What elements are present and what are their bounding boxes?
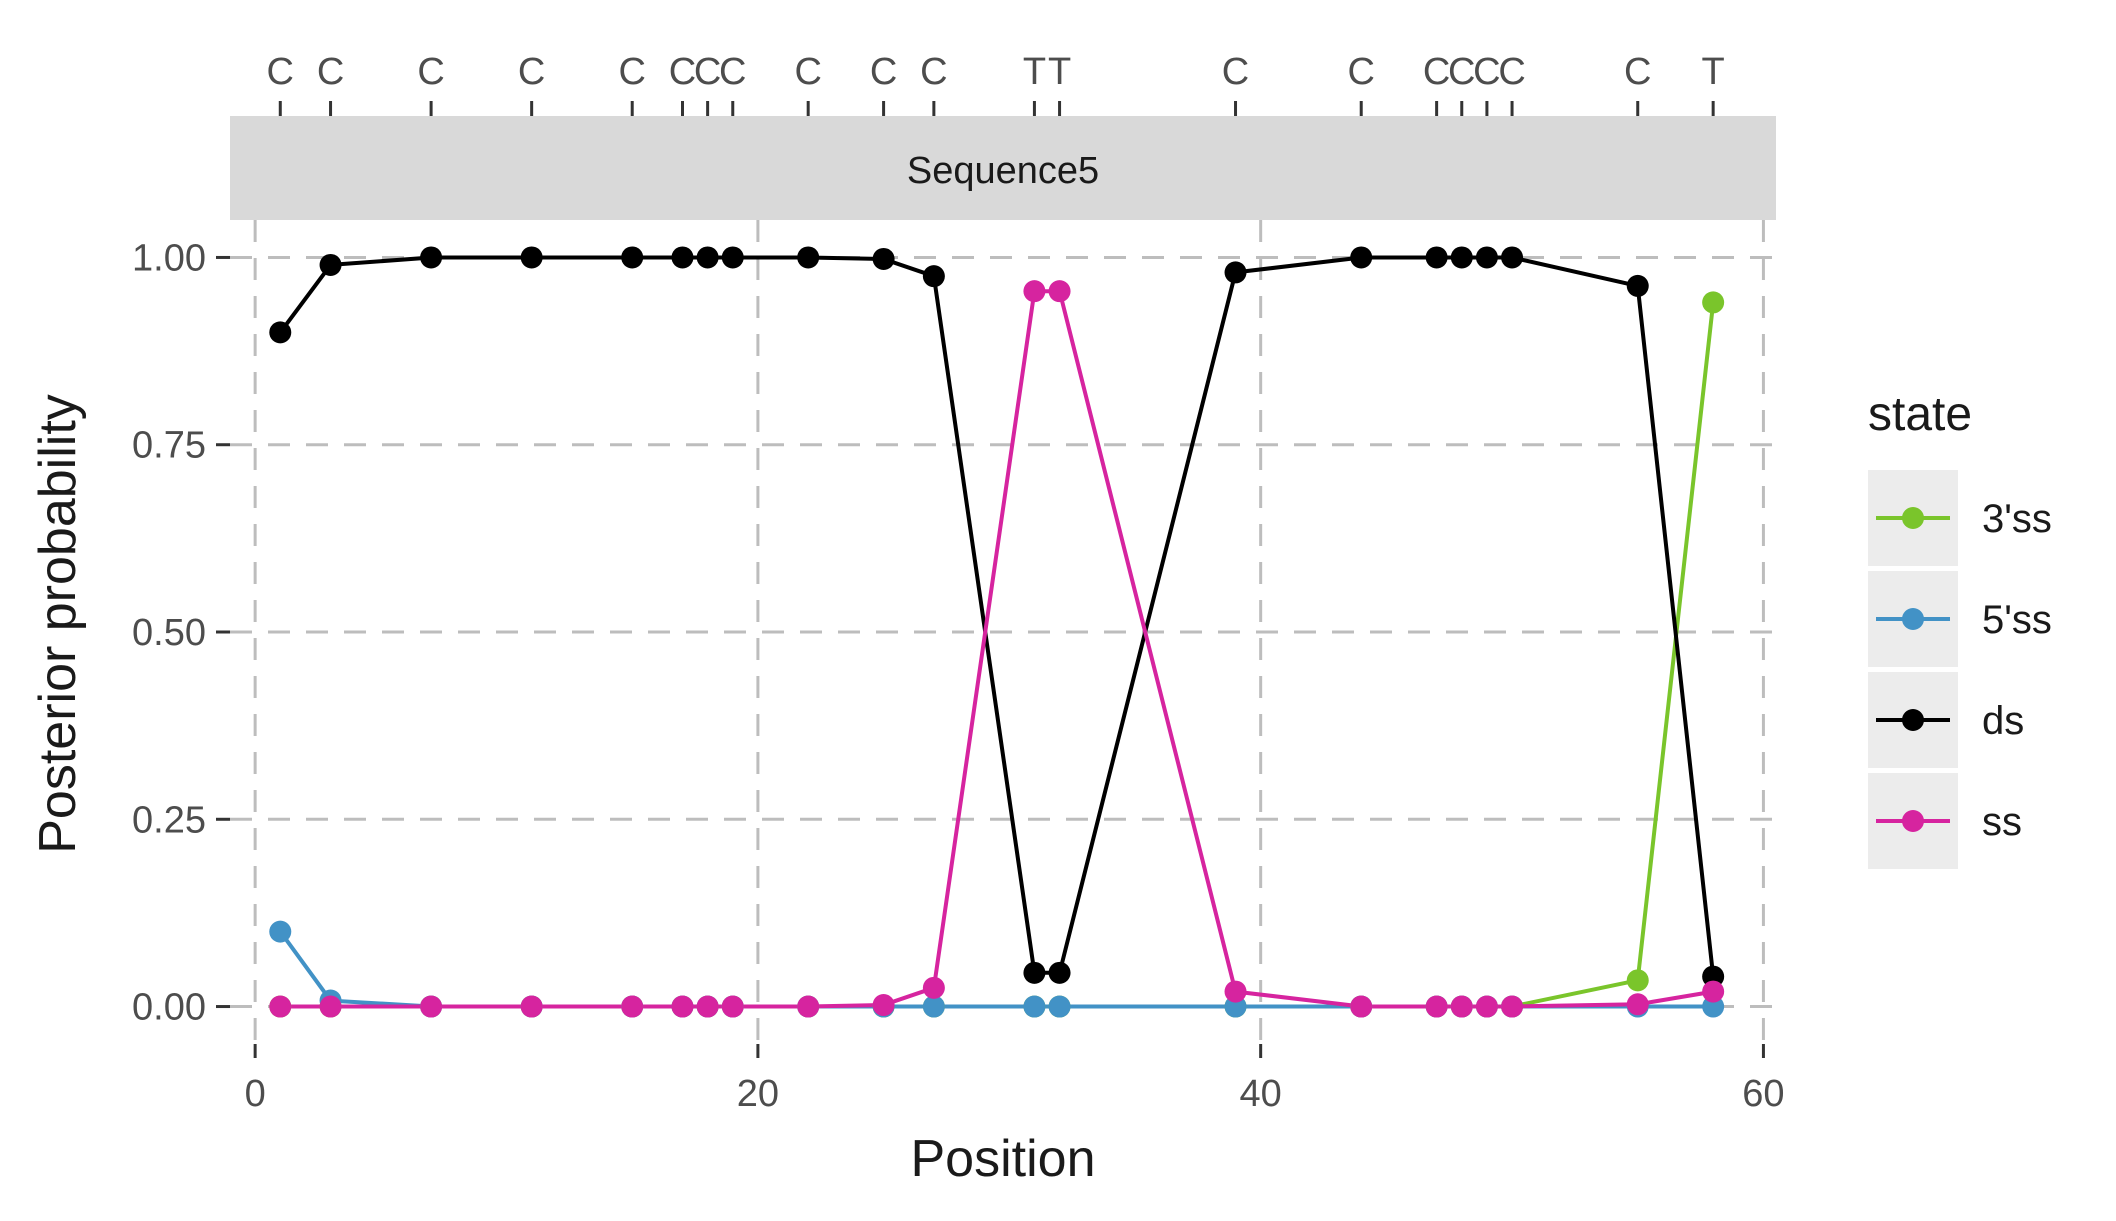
data-point (922, 976, 945, 999)
top-tick-label: C (669, 51, 696, 93)
y-tick-label: 0.00 (132, 987, 206, 1029)
top-tick-label: T (1048, 51, 1071, 93)
top-tick-label: C (417, 51, 444, 93)
top-tick-label: C (694, 51, 721, 93)
data-point (671, 246, 694, 269)
data-point (1023, 995, 1046, 1018)
data-point (696, 995, 719, 1018)
data-point (872, 247, 895, 270)
legend-key-point (1902, 507, 1924, 529)
top-tick-label: T (1702, 51, 1725, 93)
data-point (420, 995, 443, 1018)
data-point (1350, 995, 1373, 1018)
top-tick-label: T (1023, 51, 1046, 93)
data-point (1450, 246, 1473, 269)
data-point (1023, 961, 1046, 984)
top-tick-label: C (618, 51, 645, 93)
top-tick-label: C (1473, 51, 1500, 93)
data-point (721, 246, 744, 269)
data-point (1702, 980, 1725, 1003)
top-tick-label: C (1448, 51, 1475, 93)
legend-label: ss (1982, 800, 2022, 844)
top-tick-label: C (1222, 51, 1249, 93)
data-point (922, 265, 945, 288)
legend-label: 3'ss (1982, 497, 2052, 541)
facet-strip-label: Sequence5 (907, 150, 1099, 192)
legend-key-point (1902, 810, 1924, 832)
y-axis-title: Posterior probability (29, 394, 87, 854)
top-tick-label: C (719, 51, 746, 93)
legend-key-point (1902, 709, 1924, 731)
data-point (621, 995, 644, 1018)
legend: state 3'ss 5'ss ds ss (1868, 388, 2052, 869)
data-point (319, 253, 342, 276)
y-tick-label: 0.50 (132, 612, 206, 654)
data-point (420, 246, 443, 269)
facet-strip (230, 116, 1776, 220)
data-point (1702, 291, 1725, 314)
x-tick-label: 60 (1742, 1073, 1784, 1115)
data-point (721, 995, 744, 1018)
data-point (1626, 969, 1649, 992)
data-point (1626, 274, 1649, 297)
axes: 0 20 40 60 0.00 0.25 0.50 0.75 1.00 (132, 237, 1785, 1115)
top-tick-label: C (794, 51, 821, 93)
top-tick-label: C (920, 51, 947, 93)
legend-title: state (1868, 388, 1972, 441)
data-point (1626, 993, 1649, 1016)
data-point (1501, 246, 1524, 269)
data-point (1048, 995, 1071, 1018)
data-point (922, 995, 945, 1018)
data-point (797, 995, 820, 1018)
y-tick-label: 0.75 (132, 425, 206, 467)
top-tick-label: C (1423, 51, 1450, 93)
data-point (520, 246, 543, 269)
data-point (1475, 995, 1498, 1018)
data-point (1048, 280, 1071, 303)
data-point (1350, 246, 1373, 269)
data-point (1023, 280, 1046, 303)
top-tick-label: C (518, 51, 545, 93)
data-point (696, 246, 719, 269)
data-point (269, 995, 292, 1018)
data-point (621, 246, 644, 269)
data-point (319, 995, 342, 1018)
data-point (1425, 246, 1448, 269)
y-tick-label: 0.25 (132, 799, 206, 841)
x-tick-label: 40 (1240, 1073, 1282, 1115)
y-tick-label: 1.00 (132, 237, 206, 279)
x-tick-label: 0 (245, 1073, 266, 1115)
data-point (1224, 261, 1247, 284)
legend-label: 5'ss (1982, 598, 2052, 642)
top-tick-label: C (870, 51, 897, 93)
data-point (269, 321, 292, 344)
data-point (1224, 980, 1247, 1003)
top-tick-label: C (267, 51, 294, 93)
legend-key-point (1902, 608, 1924, 630)
x-axis-title: Position (911, 1130, 1096, 1188)
legend-label: ds (1982, 699, 2024, 743)
data-point (671, 995, 694, 1018)
data-point (1501, 995, 1524, 1018)
top-tick-label: C (1624, 51, 1651, 93)
data-point (872, 994, 895, 1017)
data-point (1048, 961, 1071, 984)
data-point (269, 920, 292, 943)
data-point (520, 995, 543, 1018)
series-lines (269, 246, 1725, 1018)
top-tick-label: C (1347, 51, 1374, 93)
top-tick-label: C (1498, 51, 1525, 93)
x-tick-label: 20 (737, 1073, 779, 1115)
data-point (1475, 246, 1498, 269)
data-point (797, 246, 820, 269)
data-point (1425, 995, 1448, 1018)
top-tick-label: C (317, 51, 344, 93)
data-point (1450, 995, 1473, 1018)
